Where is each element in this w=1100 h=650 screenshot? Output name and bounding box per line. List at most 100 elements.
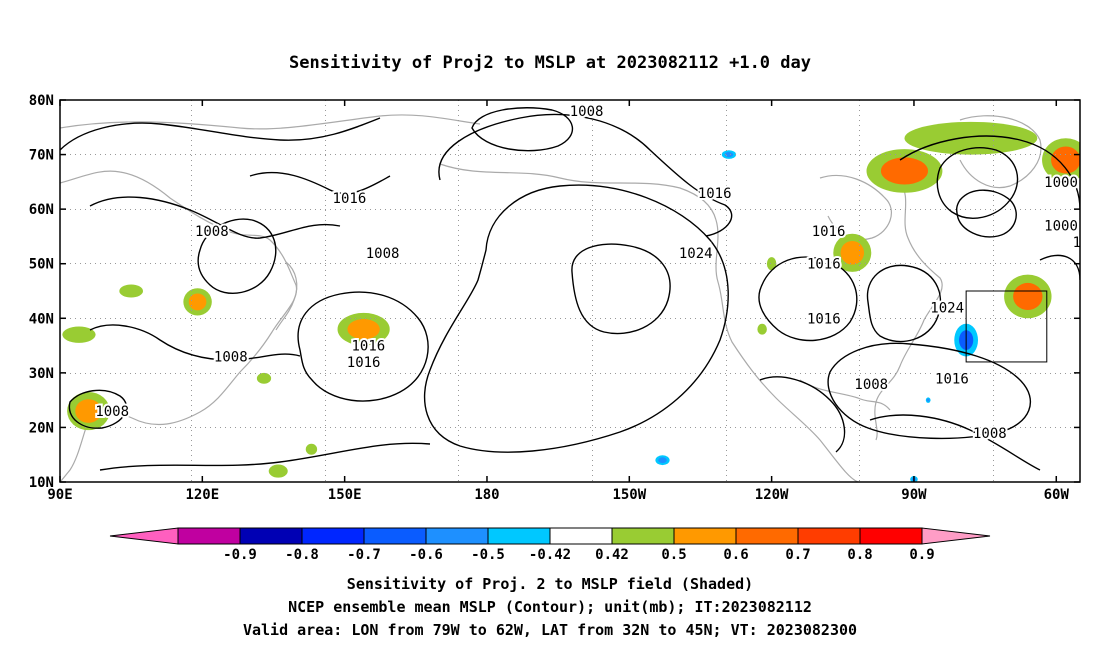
contour-label-17: 1000 (1044, 175, 1078, 191)
colorbar-label-9: 0.7 (785, 547, 810, 563)
lon-tick-label-4: 150W (612, 487, 646, 503)
lat-tick-label-3: 40N (29, 311, 54, 327)
colorbar-label-11: 0.9 (909, 547, 934, 563)
sensitivity-patch-2 (119, 284, 144, 298)
chart-title: Sensitivity of Proj2 to MSLP at 20230821… (289, 53, 811, 73)
footer-line-3: Valid area: LON from 79W to 62W, LAT fro… (243, 621, 857, 639)
contour-label-5: 1016 (352, 339, 386, 355)
sensitivity-patch-6 (268, 464, 288, 478)
contour-label-11: 1016 (807, 257, 841, 273)
map-panel: 1008100810081016100810161016100810161024… (59, 99, 1081, 483)
isobar-1024-pacific-high (571, 243, 671, 335)
sensitivity-core-4 (347, 319, 380, 340)
isobar-1008-equatorial (99, 442, 431, 471)
lat-tick-label-2: 30N (29, 366, 54, 382)
colorbar-swatch-9 (735, 527, 799, 545)
lat-tick-label-4: 50N (29, 257, 54, 273)
colorbar-max-triangle (921, 527, 991, 545)
lat-tick-label-6: 70N (29, 148, 54, 164)
colorbar-label-2: -0.7 (347, 547, 381, 563)
valid-area-box (965, 290, 1048, 363)
isobar-1016-arctic (60, 117, 381, 151)
lon-tick-label-1: 120E (185, 487, 219, 503)
isobar-1024-bermuda-high (866, 264, 942, 343)
coastline-alaska (439, 163, 859, 482)
colorbar-label-5: -0.42 (529, 547, 571, 563)
contour-label-9: 1024 (679, 246, 713, 262)
isobar-1008-gulf (759, 376, 846, 453)
contour-label-3: 1016 (333, 191, 367, 207)
contour-label-7: 1008 (570, 104, 604, 120)
lon-tick-label-7: 60W (1044, 487, 1070, 503)
colorbar-label-6: 0.42 (595, 547, 629, 563)
colorbar-swatch-0 (177, 527, 241, 545)
sensitivity-patch-10 (904, 121, 1038, 155)
sensitivity-core-12 (1013, 282, 1043, 310)
coastline-gulf (799, 379, 891, 411)
isobar-1008-south-asia (68, 389, 127, 429)
map-axes: 90E 120E 150E 180 150W 120W 90W 60W 10N 20N 30N 40N… (29, 93, 1080, 503)
lon-tick-label-2: 150E (328, 487, 362, 503)
sensitivity-patch-13 (757, 323, 767, 335)
contour-label-0: 1008 (95, 404, 129, 420)
contour-label-4: 1008 (366, 246, 400, 262)
mslp-contours (60, 107, 1080, 471)
colorbar-label-3: -0.6 (409, 547, 443, 563)
footer-line-1: Sensitivity of Proj. 2 to MSLP field (Sh… (347, 575, 753, 593)
contour-labels: 1008100810081016100810161016100810161024… (93, 102, 1080, 444)
colorbar-swatch-6 (549, 527, 613, 545)
isobar-1000-labrador-inner (955, 189, 1017, 238)
footer-line-2: NCEP ensemble mean MSLP (Contour); unit(… (288, 598, 812, 616)
lat-tick-label-0: 10N (29, 475, 54, 491)
lat-tick-label-5: 60N (29, 202, 54, 218)
isobar-1016-west-pacific (297, 291, 429, 402)
sensitivity-core-8 (840, 240, 865, 265)
lat-tick-label-7: 80N (29, 93, 54, 109)
contour-label-2: 1008 (195, 224, 229, 240)
sensitivity-core-11 (1051, 146, 1080, 174)
contour-label-10: 1016 (812, 224, 846, 240)
colorbar-swatch-11 (859, 527, 923, 545)
gridlines (60, 100, 1080, 482)
isobar-1016-pacific-high-outer (423, 184, 729, 453)
sensitivity-core-19 (926, 398, 930, 402)
colorbar-label-8: 0.6 (723, 547, 748, 563)
coastline-japan (275, 261, 298, 331)
sensitivity-core-9 (880, 157, 928, 185)
lon-tick-label-6: 90W (901, 487, 927, 503)
isobar-1008-atlantic-trough (899, 135, 1080, 211)
colorbar-label-10: 0.8 (847, 547, 872, 563)
lon-tick-label-0: 90E (47, 487, 72, 503)
sensitivity-core-3 (188, 293, 207, 311)
sensitivity-patch-1 (62, 326, 96, 343)
contour-label-15: 1016 (935, 371, 969, 387)
colorbar-label-0: -0.9 (223, 547, 257, 563)
coastline-greenland (959, 115, 1042, 189)
isobar-1008-siberia (89, 196, 341, 239)
contour-label-6: 1016 (347, 355, 381, 371)
isobar-1016-atlantic (827, 342, 1031, 440)
colorbar-swatch-7 (611, 527, 675, 545)
contour-label-13: 1008 (854, 377, 888, 393)
colorbar-swatch-1 (239, 527, 303, 545)
lon-tick-label-3: 180 (474, 487, 499, 503)
sensitivity-patch-5 (256, 372, 272, 384)
isobar-1008-tropical (869, 414, 1041, 471)
isobar-1008-north-pacific-low (471, 107, 574, 152)
contour-label-1: 1008 (214, 349, 248, 365)
colorbar-label-4: -0.5 (471, 547, 505, 563)
lat-tick-label-1: 20N (29, 420, 54, 436)
colorbar-swatch-3 (363, 527, 427, 545)
sensitivity-patch-7 (305, 443, 318, 455)
colorbar-swatch-10 (797, 527, 861, 545)
contour-label-14: 1024 (930, 300, 964, 316)
sensitivity-shading (62, 121, 1080, 482)
colorbar-swatch-5 (487, 527, 551, 545)
contour-label-18: 1000 (1044, 219, 1078, 235)
coastline-arctic (60, 114, 481, 130)
lon-tick-label-5: 120W (755, 487, 789, 503)
isobar-1016-north-america-high (758, 256, 858, 342)
sensitivity-core-17 (658, 457, 667, 464)
isobar-1016-siberia (249, 171, 391, 195)
